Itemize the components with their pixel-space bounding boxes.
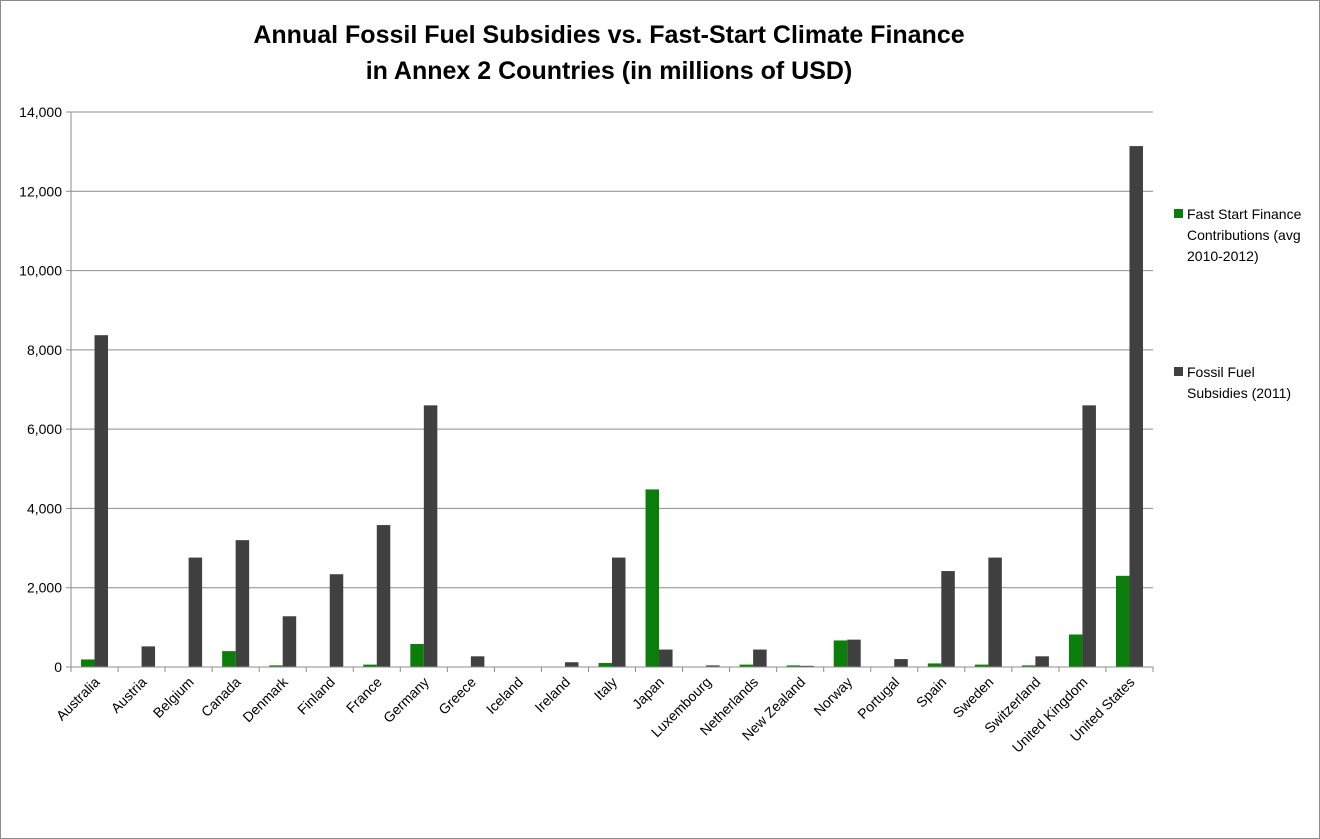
x-category-label: Italy: [591, 674, 620, 703]
bar-fossil-subsidy-austria: [141, 646, 156, 667]
x-category-label: Canada: [198, 674, 244, 720]
bar-fossil-subsidy-ireland: [564, 662, 579, 667]
legend-swatch-fast-start: [1174, 209, 1183, 218]
chart-title-line-2: in Annex 2 Countries (in millions of USD…: [366, 57, 853, 85]
legend-label: Fast Start Finance: [1187, 206, 1302, 222]
bar-fast-start-new-zealand: [786, 665, 801, 667]
bar-fossil-subsidy-italy: [612, 557, 626, 667]
bar-fossil-subsidy-portugal: [894, 659, 908, 667]
bar-fast-start-australia: [81, 659, 95, 667]
bar-fast-start-sweden: [974, 664, 989, 667]
legend-label: Contributions (avg: [1187, 227, 1301, 243]
legend-label: Subsidies (2011): [1187, 385, 1291, 401]
y-axis-tick-labels: 0 2,000 4,000 6,000 8,000 10,000 12,000 14,000: [19, 104, 71, 675]
bar-fossil-subsidy-norway: [847, 639, 861, 667]
x-category-label: Norway: [810, 674, 855, 719]
x-category-label: Germany: [380, 674, 432, 726]
x-category-label: Austria: [108, 674, 150, 716]
bar-fossil-subsidy-australia: [94, 335, 109, 667]
bar-fast-start-france: [363, 664, 377, 667]
legend-label: 2010-2012): [1187, 248, 1259, 264]
x-category-label: Greece: [435, 674, 479, 718]
bar-fossil-subsidy-united-states: [1129, 146, 1143, 668]
legend-swatch-fossil-subsidy: [1174, 367, 1183, 376]
bar-fast-start-netherlands: [739, 664, 754, 667]
bar-fossil-subsidy-new-zealand: [800, 665, 814, 667]
legend-label: Fossil Fuel: [1187, 364, 1255, 380]
x-category-label: Belgium: [150, 674, 197, 721]
bar-fossil-subsidy-france: [376, 525, 391, 667]
x-category-label: Portugal: [854, 674, 902, 722]
chart-title-line-1: Annual Fossil Fuel Subsidies vs. Fast-St…: [253, 21, 964, 49]
bar-fossil-subsidy-germany: [423, 405, 438, 667]
y-tick-label: 14,000: [19, 104, 62, 120]
bar-fossil-subsidy-japan: [659, 649, 673, 667]
x-axis: [70, 112, 1154, 672]
bar-fossil-subsidy-sweden: [988, 557, 1002, 667]
x-category-label: Denmark: [239, 673, 291, 725]
x-category-label: Iceland: [483, 674, 526, 717]
bar-fast-start-germany: [410, 644, 424, 667]
gridlines: [71, 111, 1153, 589]
bar-fossil-subsidy-belgium: [188, 557, 203, 667]
bars: [81, 146, 1143, 668]
y-tick-label: 4,000: [27, 500, 62, 516]
x-category-label: Ireland: [531, 674, 573, 716]
bar-fossil-subsidy-canada: [235, 540, 250, 667]
bar-fast-start-united-kingdom: [1068, 634, 1083, 667]
bar-fast-start-denmark: [269, 665, 283, 667]
y-tick-label: 10,000: [19, 263, 62, 279]
y-tick-label: 0: [54, 659, 62, 675]
x-category-label: Finland: [294, 674, 338, 718]
bar-fast-start-italy: [598, 663, 612, 667]
legend: Fast Start Finance Contributions (avg 2010…: [1174, 206, 1302, 401]
y-tick-label: 8,000: [27, 342, 62, 358]
bar-fossil-subsidy-luxembourg: [706, 665, 720, 667]
bar-fast-start-japan: [645, 489, 660, 667]
bar-fast-start-spain: [927, 663, 942, 667]
x-category-label: Japan: [629, 674, 667, 712]
bar-fossil-subsidy-switzerland: [1035, 656, 1049, 667]
bar-fossil-subsidy-netherlands: [753, 649, 767, 667]
bar-fast-start-canada: [222, 651, 236, 667]
x-category-label: France: [343, 674, 385, 716]
bar-fossil-subsidy-denmark: [282, 616, 297, 667]
x-category-label: Spain: [913, 674, 950, 711]
y-tick-label: 12,000: [19, 183, 62, 199]
bar-fossil-subsidy-finland: [329, 574, 344, 667]
bar-fossil-subsidy-greece: [470, 656, 485, 667]
x-category-label: Australia: [53, 674, 103, 724]
bar-fast-start-norway: [833, 640, 848, 667]
bar-fossil-subsidy-spain: [941, 571, 955, 667]
bar-fast-start-united-states: [1115, 575, 1130, 667]
x-category-label: Sweden: [949, 674, 996, 721]
y-tick-label: 6,000: [27, 421, 62, 437]
bar-fast-start-switzerland: [1021, 665, 1036, 667]
y-tick-label: 2,000: [27, 580, 62, 596]
bar-fossil-subsidy-united-kingdom: [1082, 405, 1096, 667]
